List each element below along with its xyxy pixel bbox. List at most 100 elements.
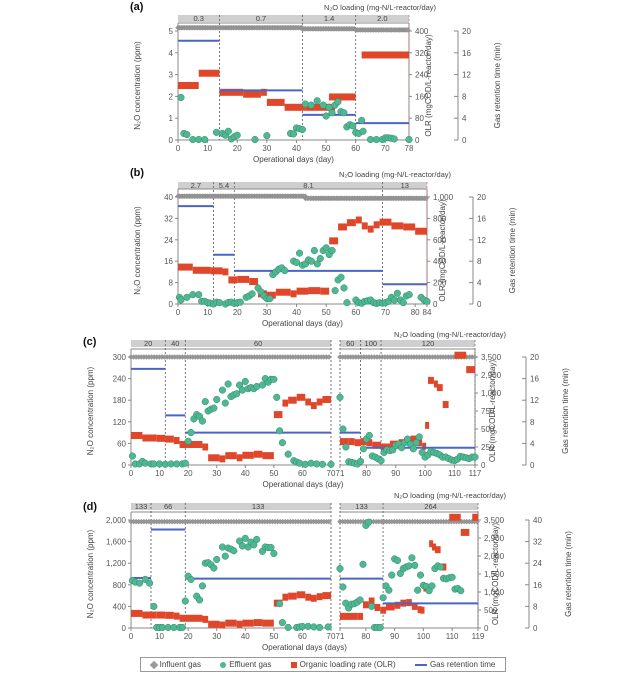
x-tick-label: 71 xyxy=(336,469,345,478)
effluent-point xyxy=(409,445,417,453)
y2-tick-label: 160 xyxy=(415,92,429,101)
y2-tick-label: 1,000 xyxy=(484,588,505,597)
effluent-point xyxy=(365,431,373,440)
effluent-point xyxy=(437,563,445,571)
olr-bar xyxy=(142,434,157,442)
phase-label: 13 xyxy=(401,181,409,190)
x-tick-label: 20 xyxy=(233,308,242,317)
effluent-point xyxy=(258,381,266,389)
effluent-point xyxy=(324,623,332,631)
y2-axis-label: OLR (mgCOD/L-reactor/day) xyxy=(424,34,433,137)
olr-bar xyxy=(178,263,193,271)
y3-tick-label: 8 xyxy=(477,257,482,266)
y3-tick-label: 16 xyxy=(477,214,486,223)
y-tick-label: 60 xyxy=(117,439,126,448)
olr-bar xyxy=(379,218,392,226)
y-tick-label: 5 xyxy=(169,27,174,36)
y-tick-label: 400 xyxy=(113,602,127,611)
olr-bar xyxy=(373,221,380,229)
olr-bar xyxy=(355,216,362,224)
olr-bar xyxy=(179,614,191,622)
y-tick-label: 2,000 xyxy=(106,516,127,525)
y3-tick-label: 24 xyxy=(533,559,542,568)
olr-bar xyxy=(225,452,237,460)
y2-tick-label: 3,500 xyxy=(481,353,502,362)
x-tick-label: 71 xyxy=(336,632,345,641)
y-tick-label: 1,600 xyxy=(106,538,127,547)
olr-bar xyxy=(225,619,237,627)
phase-label: 2.7 xyxy=(191,181,201,190)
effluent-point xyxy=(201,398,209,406)
y-tick-label: 8 xyxy=(169,279,174,288)
legend-label: Gas retention time xyxy=(429,660,496,669)
x-tick-label: 119 xyxy=(472,632,485,641)
x-tick-label: 110 xyxy=(448,469,461,478)
olr-bar xyxy=(266,291,276,299)
effluent-point xyxy=(336,393,344,401)
effluent-point xyxy=(366,136,375,144)
effluent-point xyxy=(372,136,380,144)
phase-label: 264 xyxy=(424,502,437,511)
effluent-point xyxy=(408,554,416,562)
y2-tick-label: 0 xyxy=(415,136,420,145)
effluent-point xyxy=(276,600,284,608)
olr-bar xyxy=(425,421,430,429)
effluent-point xyxy=(390,135,398,143)
olr-bar xyxy=(316,398,323,406)
y2-tick-label: 0 xyxy=(484,624,489,633)
loading-header-band xyxy=(340,503,478,510)
y-tick-label: 24 xyxy=(164,236,173,245)
olr-bar xyxy=(329,93,356,101)
olr-bar xyxy=(253,450,263,458)
olr-bar xyxy=(460,528,470,536)
legend-item-olr: Organic loading rate (OLR) xyxy=(290,660,396,669)
olr-bar xyxy=(394,601,401,609)
olr-bar xyxy=(434,546,441,554)
olr-bar xyxy=(173,437,180,445)
phase-label: 60 xyxy=(346,339,354,348)
panel-label: (a) xyxy=(130,1,144,13)
olr-bar xyxy=(316,593,323,601)
olr-bar xyxy=(417,606,422,614)
effluent-point xyxy=(368,602,376,610)
olr-bar xyxy=(192,266,211,274)
olr-bar xyxy=(262,452,274,460)
effluent-point xyxy=(181,597,189,605)
y2-tick-label: 250 xyxy=(481,443,495,452)
y3-tick-label: 0 xyxy=(533,624,538,633)
olr-bar xyxy=(422,442,427,450)
x-tick-label: 40 xyxy=(241,469,250,478)
effluent-point xyxy=(298,125,306,134)
x-tick-label: 40 xyxy=(241,632,250,641)
y2-tick-label: 1,000 xyxy=(433,193,454,202)
effluent-point xyxy=(328,246,336,255)
olr-bar xyxy=(320,287,330,295)
y-tick-label: 1,200 xyxy=(106,559,127,568)
effluent-point xyxy=(334,98,342,106)
olr-bar xyxy=(449,513,461,521)
legend-item-grt: Gas retention time xyxy=(414,660,496,669)
effluent-point xyxy=(393,289,401,297)
olr-bar xyxy=(131,431,143,439)
effluent-point xyxy=(457,587,465,595)
effluent-point xyxy=(296,459,304,467)
olr-bar xyxy=(260,88,267,96)
x-tick-label: 30 xyxy=(212,632,221,641)
effluent-point xyxy=(310,246,318,255)
olr-bar xyxy=(219,455,226,463)
olr-bar xyxy=(142,611,157,619)
y-tick-label: 0 xyxy=(122,461,127,470)
y3-tick-label: 0 xyxy=(462,136,467,145)
y-tick-label: 3 xyxy=(169,71,174,80)
x-tick-label: 10 xyxy=(203,308,212,317)
y3-tick-label: 16 xyxy=(462,49,471,58)
y3-tick-label: 4 xyxy=(462,114,467,123)
y3-tick-label: 20 xyxy=(530,353,539,362)
y2-axis-label: OLR (mgCOD/L-reactor/day) xyxy=(488,360,497,463)
x-tick-label: 70 xyxy=(327,632,336,641)
line-marker-icon xyxy=(414,663,427,666)
influent-point xyxy=(326,354,332,360)
x-axis-label: Operational days (days) xyxy=(262,643,347,652)
x-tick-label: 90 xyxy=(390,632,399,641)
x-tick-label: 20 xyxy=(184,469,193,478)
